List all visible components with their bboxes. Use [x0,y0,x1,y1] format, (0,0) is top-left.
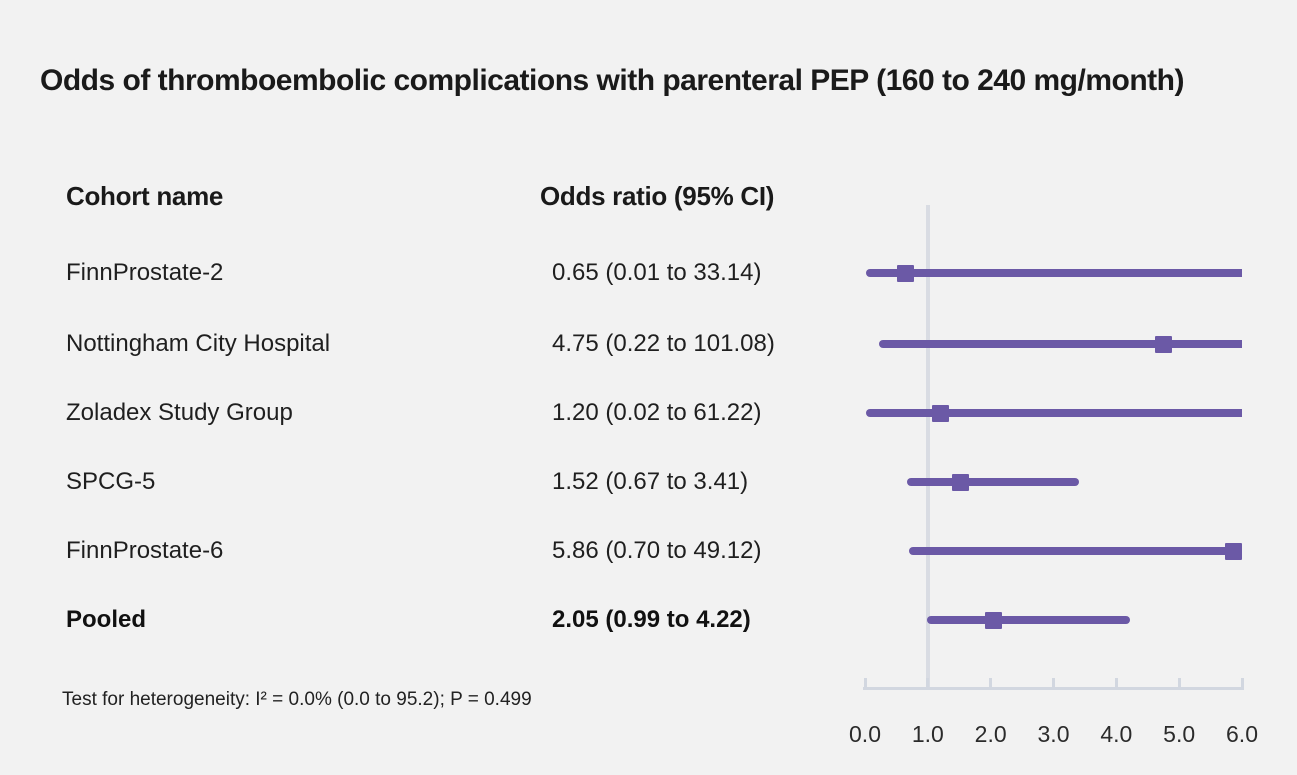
x-axis-tick-label: 2.0 [974,721,1007,747]
chart-title: Odds of thromboembolic complications wit… [40,64,1184,97]
odds-ratio-value: 0.65 (0.01 to 33.14) [552,259,762,286]
odds-ratio-marker [931,404,949,422]
x-axis-tick-label: 3.0 [1037,721,1070,747]
odds-ratio-value: 2.05 (0.99 to 4.22) [552,606,751,633]
x-axis-tick-label: 5.0 [1163,721,1196,747]
odds-ratio-marker [952,473,969,491]
odds-ratio-value: 4.75 (0.22 to 101.08) [552,330,775,357]
x-axis-tick [1114,678,1118,687]
odds-ratio-marker [1224,542,1242,560]
x-axis-tick [1177,678,1181,687]
x-axis-tick-label: 4.0 [1100,721,1133,747]
x-axis-tick [1240,678,1244,687]
odds-ratio-value: 1.20 (0.02 to 61.22) [552,399,762,426]
x-axis-tick [863,678,867,687]
ci-line [865,269,1242,277]
x-axis-line [863,687,1244,690]
cohort-name: SPCG-5 [66,468,156,495]
column-header-odds-ratio: Odds ratio (95% CI) [540,181,775,211]
ci-line [908,547,1242,555]
reference-line-or-1 [925,205,930,690]
cohort-name: Nottingham City Hospital [66,330,331,357]
x-axis-tick [989,678,993,687]
heterogeneity-footnote: Test for heterogeneity: I² = 0.0% (0.0 t… [62,689,532,710]
cohort-name: FinnProstate-6 [66,537,224,564]
odds-ratio-value: 1.52 (0.67 to 3.41) [552,468,749,495]
ci-line [907,478,1080,486]
cohort-name: Pooled [66,606,147,633]
x-axis-tick [1052,678,1055,687]
cohort-name: FinnProstate-2 [66,259,224,286]
odds-ratio-marker [897,264,915,282]
column-header-cohort-name: Cohort name [66,181,224,211]
ci-line [878,340,1242,348]
odds-ratio-marker [985,611,1003,629]
odds-ratio-marker [1154,335,1172,353]
cohort-name: Zoladex Study Group [66,399,293,426]
x-axis-tick [926,678,930,687]
ci-line [927,616,1131,624]
x-axis-tick-label: 0.0 [849,721,881,747]
x-axis-tick-label: 6.0 [1226,721,1258,747]
ci-line [866,409,1242,417]
odds-ratio-value: 5.86 (0.70 to 49.12) [552,537,762,564]
x-axis-tick-label: 1.0 [911,721,944,747]
